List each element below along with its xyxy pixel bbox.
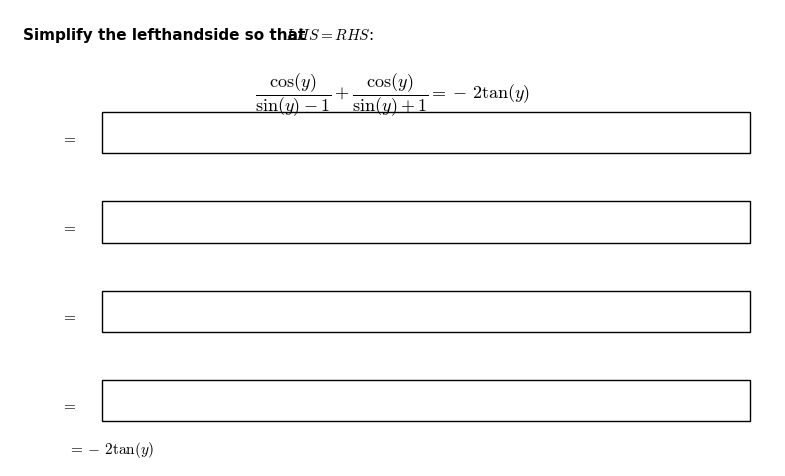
- Text: $=$: $=$: [60, 308, 76, 323]
- Text: $=$: $=$: [60, 130, 76, 145]
- Text: $=$: $=$: [60, 397, 76, 412]
- Text: $LHS = RHS$:: $LHS = RHS$:: [286, 28, 374, 43]
- FancyBboxPatch shape: [102, 380, 750, 421]
- FancyBboxPatch shape: [102, 112, 750, 153]
- FancyBboxPatch shape: [102, 290, 750, 332]
- Text: $= -\,2\tan(y)$: $= -\,2\tan(y)$: [68, 440, 155, 460]
- Text: $=$: $=$: [60, 219, 76, 234]
- Text: $\dfrac{\cos(y)}{\sin(y)-1} + \dfrac{\cos(y)}{\sin(y)+1} = -\,2\tan(y)$: $\dfrac{\cos(y)}{\sin(y)-1} + \dfrac{\co…: [255, 71, 530, 119]
- FancyBboxPatch shape: [102, 201, 750, 243]
- Text: Simplify the lefthandside so that: Simplify the lefthandside so that: [24, 28, 311, 43]
